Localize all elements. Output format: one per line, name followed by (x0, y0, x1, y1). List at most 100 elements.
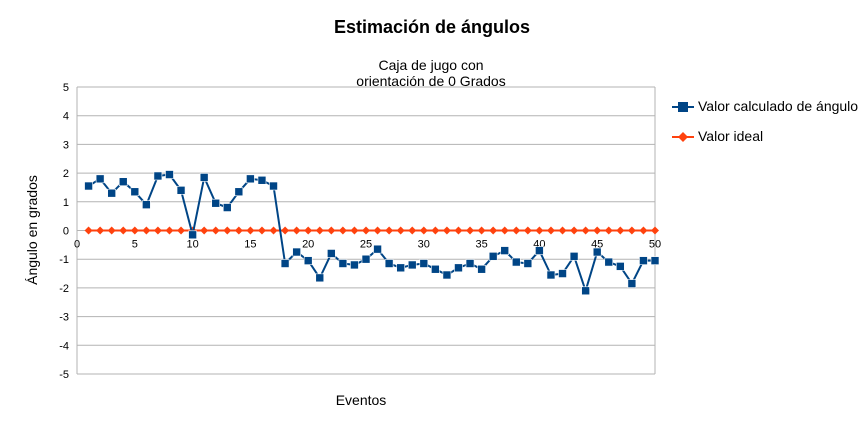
data-point-ideal (165, 226, 174, 235)
data-point-ideal (558, 226, 567, 235)
data-point-ideal (616, 226, 625, 235)
y-tick-label: 2 (63, 168, 69, 180)
data-point-ideal (477, 226, 486, 235)
data-point-ideal (211, 226, 220, 235)
data-point-calculado (292, 247, 301, 257)
data-point-calculado (465, 259, 475, 268)
y-tick-label: -4 (59, 340, 69, 352)
data-point-ideal (119, 226, 128, 235)
data-point-calculado (569, 252, 579, 261)
data-point-ideal (442, 226, 451, 235)
data-point-calculado (477, 264, 486, 274)
data-point-calculado (650, 256, 660, 265)
data-point-calculado (303, 256, 313, 265)
data-point-calculado (350, 260, 359, 270)
y-tick-label: 0 (63, 226, 69, 238)
x-axis-label: Eventos (335, 392, 387, 408)
data-point-calculado (176, 186, 186, 195)
x-tick-label: 35 (475, 239, 487, 251)
data-point-calculado (130, 187, 140, 197)
x-tick-label: 5 (132, 239, 138, 251)
data-point-calculado (500, 246, 510, 255)
data-point-ideal (500, 226, 509, 235)
data-point-ideal (419, 226, 428, 235)
data-point-calculado (592, 247, 602, 257)
data-point-calculado (165, 170, 174, 179)
data-point-ideal (177, 226, 186, 235)
legend-label-ideal: Valor ideal (698, 128, 764, 144)
data-point-ideal (512, 226, 521, 235)
data-point-calculado (384, 259, 394, 268)
data-point-calculado (431, 264, 440, 274)
data-point-ideal (246, 226, 255, 235)
data-point-calculado (419, 259, 429, 268)
data-point-calculado (511, 257, 521, 267)
data-point-calculado (396, 263, 405, 273)
data-point-ideal (223, 226, 232, 235)
data-point-calculado (257, 175, 267, 185)
data-point-ideal (327, 226, 336, 235)
legend-marker-diamond-icon (672, 132, 694, 142)
data-point-calculado (107, 188, 116, 198)
chart-title: Estimación de ángulos (333, 17, 531, 37)
data-point-calculado (211, 198, 221, 208)
data-point-ideal (142, 226, 151, 235)
x-tick-label: 25 (360, 239, 372, 251)
data-point-calculado (361, 254, 371, 264)
data-point-calculado (407, 260, 417, 270)
data-point-ideal (523, 226, 532, 235)
chart-subtitle: Caja de jugo con orientación de 0 Grados (331, 57, 531, 89)
data-point-ideal (431, 226, 440, 235)
data-point-ideal (535, 226, 544, 235)
y-tick-label: 1 (63, 197, 69, 209)
data-point-calculado (488, 252, 498, 261)
x-tick-label: 20 (302, 239, 314, 251)
data-point-calculado (327, 249, 336, 258)
data-point-calculado (269, 181, 278, 191)
y-tick-label: -5 (59, 369, 69, 381)
x-tick-label: 10 (186, 239, 198, 251)
data-point-ideal (281, 226, 290, 235)
data-point-calculado (315, 273, 325, 283)
data-point-ideal (292, 226, 301, 235)
data-point-ideal (315, 226, 324, 235)
data-point-ideal (107, 226, 116, 235)
x-tick-label: 50 (649, 239, 661, 251)
data-point-ideal (130, 226, 139, 235)
data-point-calculado (234, 187, 244, 197)
y-tick-label: 3 (63, 139, 69, 151)
data-point-ideal (581, 226, 590, 235)
data-point-ideal (257, 226, 266, 235)
y-tick-label: 4 (63, 111, 69, 123)
y-tick-label: -2 (59, 283, 69, 295)
data-point-calculado (373, 244, 382, 254)
data-point-calculado (118, 177, 128, 187)
x-tick-label: 15 (244, 239, 256, 251)
data-point-calculado (199, 173, 209, 182)
data-point-calculado (338, 259, 348, 268)
data-point-ideal (466, 226, 475, 235)
data-point-ideal (639, 226, 648, 235)
data-point-calculado (246, 174, 255, 184)
data-point-ideal (304, 226, 313, 235)
data-point-ideal (546, 226, 555, 235)
data-point-calculado (442, 270, 452, 280)
data-point-calculado (535, 246, 544, 255)
y-tick-label: -3 (59, 312, 69, 324)
data-point-calculado (523, 259, 533, 268)
data-point-ideal (200, 226, 209, 235)
data-point-calculado (454, 263, 463, 273)
data-point-calculado (222, 203, 232, 212)
data-point-calculado (558, 269, 567, 278)
data-point-ideal (570, 226, 579, 235)
data-point-calculado (95, 174, 105, 184)
x-tick-label: 45 (591, 239, 603, 251)
data-point-ideal (385, 226, 394, 235)
data-point-ideal (362, 226, 370, 235)
data-point-ideal (604, 226, 613, 235)
data-point-calculado (280, 259, 290, 268)
data-point-calculado (188, 230, 197, 240)
data-point-ideal (489, 226, 498, 235)
data-point-ideal (454, 226, 463, 235)
